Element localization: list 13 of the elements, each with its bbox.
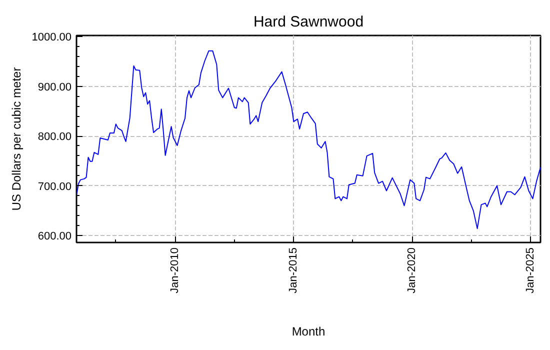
- y-tick-label: 700.00: [38, 180, 72, 193]
- y-tick-label: 600.00: [38, 230, 72, 243]
- x-tick-label: Jan-2025: [524, 247, 537, 294]
- y-tick-label: 800.00: [38, 131, 72, 144]
- x-tick-label: Jan-2020: [406, 247, 418, 294]
- x-axis-title: Month: [292, 324, 326, 338]
- x-tick-label: Jan-2010: [169, 247, 182, 294]
- line-series: [76, 50, 540, 230]
- chart-title: Hard Sawnwood: [253, 14, 364, 30]
- y-axis-title: US Dollars per cubic meter: [10, 67, 24, 211]
- y-tick-label: 1000.00: [32, 31, 72, 44]
- x-tick-label: Jan-2015: [288, 247, 300, 294]
- y-tick-label: 900.00: [38, 81, 72, 94]
